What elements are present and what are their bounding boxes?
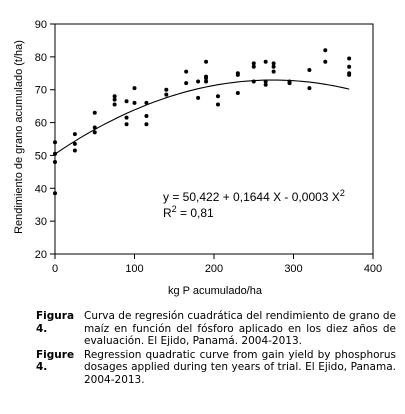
x-tick-label: 200 xyxy=(205,263,223,275)
data-point xyxy=(144,100,149,105)
data-point xyxy=(204,79,209,84)
data-point xyxy=(124,122,129,127)
data-point xyxy=(184,69,189,74)
caption-figura-label: Figura 4. xyxy=(36,310,75,335)
caption-figure-line: Regression quadratic curve from gain yie… xyxy=(84,348,331,361)
y-tick-label: 60 xyxy=(35,118,47,130)
x-tick-label: 400 xyxy=(364,263,382,275)
data-point xyxy=(307,86,312,91)
data-point xyxy=(347,56,352,61)
caption-figura-line: de evaluación. El Ejido, Panamá. 2004-20… xyxy=(84,322,396,348)
data-point xyxy=(323,48,328,53)
caption-figura-line: Curva de regresión cuadrática del rendim… xyxy=(84,310,380,322)
x-tick-label: 0 xyxy=(52,263,58,275)
data-point xyxy=(347,71,352,76)
caption-figure-row: Figure 4. Regression quadratic curve fro… xyxy=(36,349,396,387)
r-squared-label: R2 = 0,81 xyxy=(163,204,214,220)
y-tick-label: 90 xyxy=(35,19,47,31)
data-point xyxy=(204,74,209,79)
data-point xyxy=(271,61,276,66)
y-axis-ticks: 20 30 40 50 60 70 80 90 xyxy=(35,19,55,261)
data-point xyxy=(235,71,240,76)
data-point xyxy=(112,102,117,107)
data-point xyxy=(112,97,117,102)
data-point xyxy=(263,82,268,87)
y-tick-label: 30 xyxy=(35,216,47,228)
data-point xyxy=(164,87,169,92)
caption-figura-row: Figura 4. Curva de regresión cuadrática … xyxy=(36,310,396,348)
data-point xyxy=(132,100,137,105)
data-point xyxy=(196,79,201,84)
y-tick-label: 70 xyxy=(35,85,47,97)
data-point xyxy=(271,64,276,69)
data-point xyxy=(215,94,220,99)
r2-exponent: 2 xyxy=(172,204,177,214)
data-point xyxy=(92,125,97,130)
data-point xyxy=(347,64,352,69)
y-tick-label: 50 xyxy=(35,150,47,162)
equation-exponent: 2 xyxy=(340,188,345,198)
data-point xyxy=(271,69,276,74)
data-point xyxy=(92,110,97,115)
x-tick-label: 100 xyxy=(125,263,143,275)
r2-prefix: R xyxy=(163,206,172,220)
equation-body: y = 50,422 + 0,1644 X - 0,0003 X xyxy=(163,190,340,204)
data-point xyxy=(263,59,268,64)
regression-equation: y = 50,422 + 0,1644 X - 0,0003 X2 xyxy=(163,188,345,204)
data-point xyxy=(323,59,328,64)
data-point xyxy=(144,122,149,127)
y-tick-label: 80 xyxy=(35,52,47,64)
x-axis-ticks: 0 100 200 300 400 xyxy=(52,254,382,275)
caption-figure-text: Regression quadratic curve from gain yie… xyxy=(82,349,396,387)
caption-figura-text: Curva de regresión cuadrática del rendim… xyxy=(82,310,396,348)
y-tick-label: 40 xyxy=(35,183,47,195)
data-point xyxy=(251,79,256,84)
data-point xyxy=(263,79,268,84)
plot-area-frame xyxy=(54,23,374,255)
figure-caption: Figura 4. Curva de regresión cuadrática … xyxy=(36,310,396,387)
data-point xyxy=(184,81,189,86)
r2-value: = 0,81 xyxy=(177,206,214,220)
data-point xyxy=(251,61,256,66)
data-point xyxy=(287,79,292,84)
data-point xyxy=(92,130,97,135)
data-point xyxy=(72,132,77,137)
data-point xyxy=(307,68,312,72)
data-point xyxy=(72,141,77,146)
x-axis-label: kg P acumulado/ha xyxy=(168,285,263,297)
caption-figura-line: de maíz en función del fósforo aplicado … xyxy=(84,310,396,335)
data-point xyxy=(215,102,220,107)
data-point xyxy=(112,94,117,99)
y-axis-label: Rendimiento de grano acumulado (t/ha) xyxy=(13,40,25,234)
data-point xyxy=(124,115,129,120)
data-point xyxy=(132,86,137,91)
data-point xyxy=(72,148,77,153)
data-point xyxy=(235,91,240,95)
data-point xyxy=(196,95,201,100)
data-point xyxy=(164,92,169,97)
caption-figure-line: phosphorus dosages applied during ten ye… xyxy=(84,348,396,374)
caption-figure-label: Figure 4. xyxy=(36,348,75,374)
regression-chart: 20 30 40 50 60 70 80 90 0 100 200 300 400 y = 50,42… xyxy=(13,19,382,297)
data-point xyxy=(251,64,256,69)
caption-figure-line: El Ejido, Panama. 2004-2013. xyxy=(84,361,396,386)
data-point xyxy=(144,114,149,118)
regression-curve xyxy=(54,79,350,155)
x-tick-label: 300 xyxy=(284,263,302,275)
data-point xyxy=(124,99,129,104)
data-points xyxy=(53,48,352,196)
y-tick-label: 20 xyxy=(35,249,47,261)
data-point xyxy=(204,59,209,64)
